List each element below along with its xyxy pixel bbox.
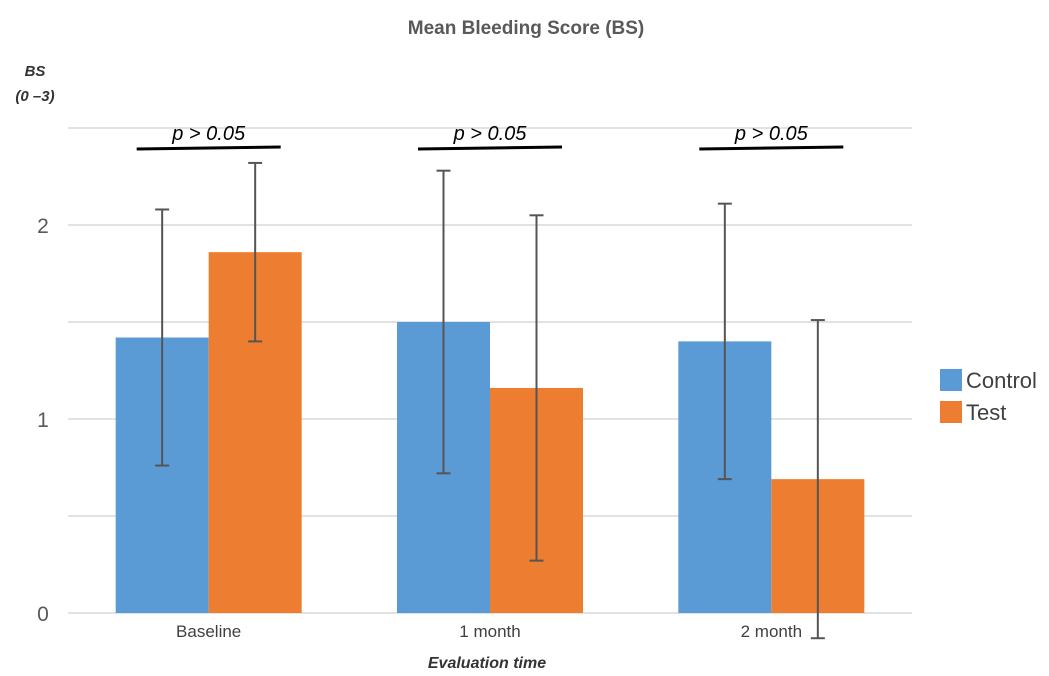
significance-label: p > 0.05 [734,123,809,145]
significance-line [417,145,563,151]
x-tick-label: 1 month [459,622,520,641]
y-axis-label: BS [25,63,46,80]
significance-label: p > 0.05 [171,123,246,145]
x-tick-labels: Baseline 1 month 2 month [176,622,802,641]
error-bars [155,161,825,640]
legend-label-control: Control [966,368,1037,393]
legend-label-test: Test [966,400,1006,425]
x-tick-label: Baseline [176,622,241,641]
legend: Control Test [940,368,1037,425]
legend-swatch-control [940,369,962,391]
significance-line [136,145,281,151]
y-tick-label: 2 [37,215,49,238]
significance-line [699,145,844,151]
legend-swatch-test [940,401,962,423]
x-axis-label: Evaluation time [428,655,546,671]
significance-annotations: p > 0.05 p > 0.05 p > 0.05 [136,123,844,151]
y-tick-label: 1 [37,409,49,432]
y-tick-label: 0 [37,603,49,626]
x-tick-label: 2 month [741,622,802,641]
significance-label: p > 0.05 [453,123,528,145]
chart-title: Mean Bleeding Score (BS) [408,18,645,39]
y-axis-label-range: (0 –3) [15,88,54,105]
bars [115,252,865,613]
y-tick-labels: 0 1 2 [37,215,49,626]
